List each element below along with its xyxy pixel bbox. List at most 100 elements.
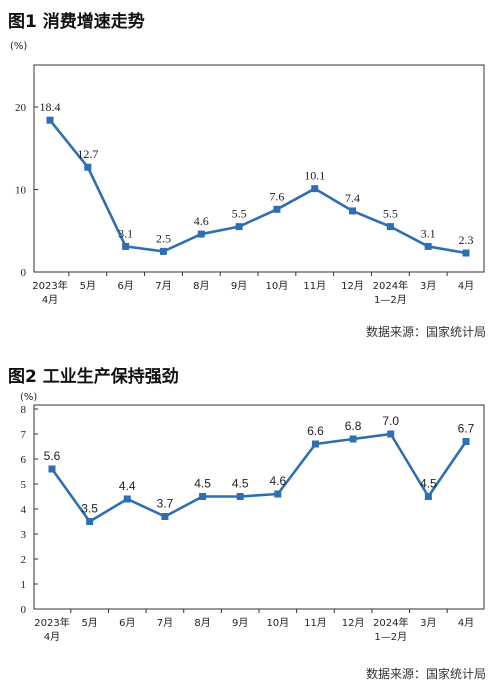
chart1-frame (33, 64, 485, 273)
chart1-xtick-label: 4月 (458, 280, 474, 292)
chart2-point (274, 490, 282, 498)
chart2-xtick-label: 5月 (81, 617, 97, 629)
chart1-xtick-label: 11月 (303, 280, 326, 292)
chart2-data-label: 3.5 (81, 502, 98, 516)
chart2-xtick-label: 8月 (194, 617, 210, 629)
chart2-ytick-label: 4 (21, 504, 27, 516)
chart2-point (48, 465, 56, 473)
chart2-xtick-label: 2024年 (373, 616, 408, 629)
chart1-data-label: 18.4 (40, 100, 61, 114)
chart1-point (159, 247, 167, 255)
chart1-data-label: 7.6 (269, 189, 284, 203)
chart1-xtick-label: 6月 (117, 280, 133, 292)
chart1-source: 数据来源：国家统计局 (365, 325, 486, 339)
chart2-point (86, 518, 94, 525)
chart2-ytick-label: 6 (21, 454, 27, 466)
chart1-xtick-label: 3月 (420, 280, 436, 292)
chart1-ytick-label: 10 (15, 185, 27, 197)
chart2-data-label: 5.6 (44, 449, 61, 463)
chart2-ytick-label: 3 (21, 529, 27, 541)
chart2-point (462, 438, 470, 445)
chart1-xtick-label: 10月 (266, 280, 289, 292)
chart1-point (46, 116, 54, 124)
chart2-xtick-label: 9月 (232, 617, 248, 629)
chart2-point (123, 495, 131, 503)
chart2-point (311, 440, 319, 448)
chart2-ytick-label: 0 (21, 604, 27, 616)
chart2-unit-label: (%) (20, 392, 37, 403)
chart2-data-label: 4.5 (194, 477, 211, 491)
chart1-title: 图1 消费增速走势 (8, 12, 145, 32)
chart2-point (199, 493, 207, 500)
chart2-xtick-label: 4月 (44, 631, 60, 643)
chart2-point (387, 430, 395, 438)
chart1-point (84, 163, 92, 171)
chart1-xtick-label: 2024年 (373, 279, 408, 292)
chart1-data-label: 3.1 (118, 226, 133, 240)
chart2-ytick-label: 5 (21, 479, 27, 491)
chart2-xtick-label: 1—2月 (374, 631, 407, 643)
chart1-xtick-label: 8月 (193, 280, 209, 292)
chart1-plot: (%) 0 10 20 2023年 4月 5月 6月 7月 8月 9月 10月 11月 12月 2024年 1… (10, 41, 485, 306)
chart1-data-label: 3.1 (421, 226, 436, 240)
chart1-point (197, 230, 205, 238)
chart2-data-label: 6.8 (345, 419, 362, 433)
chart2-series-line (50, 432, 468, 523)
chart1-data-label: 4.6 (194, 214, 209, 228)
chart1-unit-label: (%) (10, 41, 27, 52)
chart2-ytick-label: 1 (21, 579, 27, 591)
chart2-point (161, 513, 169, 520)
chart1-point (349, 207, 357, 215)
chart1-data-label: 2.3 (459, 233, 474, 247)
chart1-xtick-label: 12月 (341, 280, 364, 292)
chart1-data-label: 5.5 (383, 207, 398, 221)
chart2-plot: (%) 0 1 2 3 4 5 6 7 8 2023年 4月 5月 6月 7月 8月 9月 10月 11月 12月 20… (20, 392, 485, 643)
chart2-frame (33, 404, 485, 610)
chart1-data-label: 7.4 (345, 191, 360, 205)
chart1-data-label: 10.1 (304, 169, 325, 183)
chart1-point (311, 185, 319, 193)
chart2-source: 数据来源：国家统计局 (365, 667, 486, 681)
chart2-xtick-label: 6月 (119, 617, 135, 629)
chart1-xtick-label: 4月 (42, 294, 58, 306)
chart1-ytick-label: 20 (15, 102, 27, 114)
chart2-xtick-label: 11月 (304, 617, 327, 629)
chart2-data-label: 7.0 (382, 414, 399, 428)
chart2-ytick-label: 2 (21, 554, 27, 566)
chart1-ytick-label: 0 (21, 267, 27, 279)
chart2-ytick-label: 7 (21, 429, 27, 441)
chart1-point (386, 223, 394, 231)
chart2-xtick-label: 3月 (420, 617, 436, 629)
chart1-point (273, 205, 281, 213)
chart2-title: 图2 工业生产保持强劲 (8, 367, 179, 387)
chart1-xtick-label: 5月 (80, 280, 96, 292)
chart1-point (424, 242, 432, 250)
chart2-xtick-label: 7月 (157, 617, 173, 629)
chart1-point (122, 242, 130, 250)
chart1-xtick-label: 9月 (231, 280, 247, 292)
chart2-data-label: 4.5 (232, 477, 249, 491)
chart1-point (235, 223, 243, 231)
chart1-point (462, 249, 470, 257)
chart2-point (236, 493, 244, 500)
chart2-point (424, 493, 432, 500)
chart2-xtick-label: 2023年 (34, 616, 69, 629)
chart2-data-label: 4.6 (269, 474, 286, 488)
chart1-series-line (48, 119, 467, 255)
chart2-data-label: 4.4 (119, 479, 136, 493)
chart1-xtick-label: 1—2月 (374, 294, 407, 306)
chart2-data-label: 6.6 (307, 424, 324, 438)
chart1-xtick-label: 2023年 (32, 279, 67, 292)
chart1-xtick-label: 7月 (155, 280, 171, 292)
chart2-data-label: 6.7 (458, 422, 475, 436)
chart2-xtick-label: 10月 (266, 617, 289, 629)
chart1-data-label: 5.5 (232, 207, 247, 221)
chart2-xtick-label: 4月 (458, 617, 474, 629)
chart1-data-label: 2.5 (156, 231, 171, 245)
chart2-point (349, 435, 357, 443)
chart2-data-label: 3.7 (157, 497, 174, 511)
chart2-xtick-label: 12月 (342, 617, 365, 629)
chart2-ytick-label: 8 (21, 404, 27, 416)
chart2-data-label: 4.5 (420, 477, 437, 491)
chart1-data-label: 12.7 (77, 147, 98, 161)
